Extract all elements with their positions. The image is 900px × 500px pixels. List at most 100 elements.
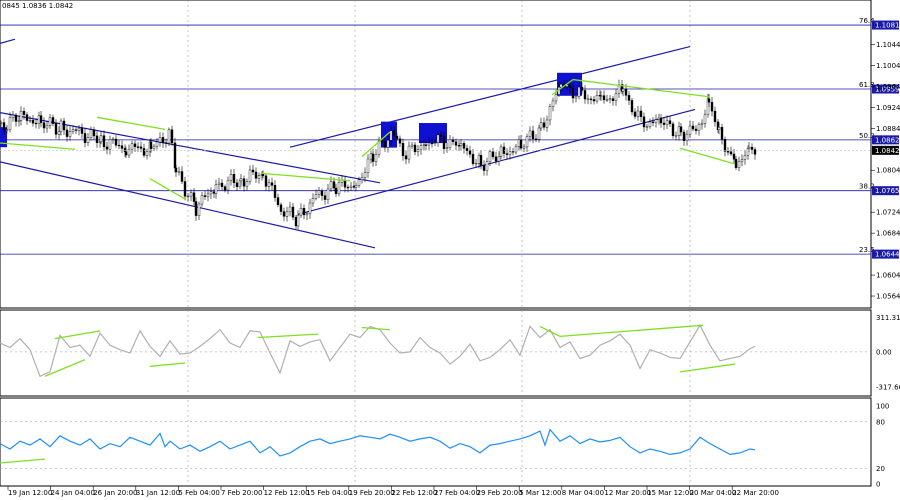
candle-body bbox=[62, 120, 66, 131]
candle-body bbox=[363, 172, 367, 178]
candle-body bbox=[430, 142, 434, 145]
candle-body bbox=[223, 186, 227, 191]
candle-body bbox=[22, 110, 26, 115]
candle-body bbox=[457, 145, 461, 147]
candle-body bbox=[270, 182, 274, 186]
divergence-line bbox=[44, 359, 86, 377]
supply-zone bbox=[557, 72, 582, 96]
candle-body bbox=[554, 94, 558, 102]
candle-body bbox=[68, 131, 72, 137]
candle-body bbox=[305, 213, 309, 216]
candle-body bbox=[645, 126, 649, 128]
candle-body bbox=[161, 137, 165, 143]
candle-body bbox=[445, 147, 449, 149]
fib-price-label: 1.1081 bbox=[875, 22, 900, 30]
candle-body bbox=[713, 110, 717, 123]
fib-price-label: 1.0862 bbox=[875, 136, 900, 144]
candle-body bbox=[357, 179, 361, 186]
candle-body bbox=[565, 84, 569, 87]
candle-body bbox=[326, 188, 330, 200]
candle-body bbox=[279, 204, 283, 212]
candle-body bbox=[189, 192, 193, 197]
fib-levels: 76.41.1081 61.81.0959 50.01.0862 38.21.0765… bbox=[0, 17, 900, 259]
time-tick-label: 29 Feb 20:00 bbox=[477, 489, 523, 497]
candle-body bbox=[337, 182, 341, 194]
candle-body bbox=[642, 116, 646, 128]
candle-body bbox=[34, 122, 38, 125]
candle-body bbox=[42, 122, 46, 129]
candle-body bbox=[605, 99, 609, 101]
candle-body bbox=[203, 195, 207, 197]
candle-body bbox=[120, 145, 124, 149]
candle-body bbox=[514, 146, 518, 153]
candle-body bbox=[311, 198, 315, 204]
candle-body bbox=[245, 181, 249, 187]
candle-body bbox=[232, 174, 236, 184]
candle-body bbox=[136, 146, 140, 148]
candle-body bbox=[654, 119, 658, 123]
candle-body bbox=[251, 169, 255, 173]
channel-line bbox=[0, 161, 376, 249]
time-tick-label: 20 Mar 04:00 bbox=[690, 489, 737, 497]
candle-body bbox=[517, 139, 521, 147]
price-tick-label: 1.0884 bbox=[876, 125, 900, 133]
candle-body bbox=[433, 142, 437, 145]
candle-body bbox=[477, 155, 481, 164]
candle-body bbox=[595, 95, 599, 102]
fib-level-name: 76.4 bbox=[859, 17, 875, 25]
candle-body bbox=[366, 158, 370, 173]
candle-body bbox=[349, 185, 353, 188]
candle-body bbox=[639, 110, 643, 118]
candle-body bbox=[694, 128, 698, 131]
candle-body bbox=[296, 214, 300, 227]
candle-body bbox=[534, 138, 538, 140]
candle-body bbox=[688, 125, 692, 135]
candle-body bbox=[627, 95, 631, 101]
candle-body bbox=[677, 126, 681, 136]
candle-body bbox=[734, 158, 738, 168]
candle-body bbox=[710, 102, 714, 112]
divergence-line bbox=[539, 325, 561, 337]
candle-body bbox=[497, 156, 501, 162]
price-tick-label: 1.0604 bbox=[876, 272, 900, 280]
candle-body bbox=[586, 98, 590, 100]
candle-body bbox=[374, 154, 378, 162]
candle-body bbox=[624, 88, 628, 96]
candle-body bbox=[371, 153, 375, 162]
candle-body bbox=[173, 142, 177, 169]
candle-body bbox=[574, 96, 578, 99]
candle-body bbox=[427, 142, 431, 146]
divergence-line bbox=[572, 78, 711, 98]
candle-body bbox=[580, 86, 584, 91]
candle-body bbox=[474, 163, 478, 165]
candle-body bbox=[86, 137, 90, 143]
time-tick-label: 26 Jan 20:00 bbox=[93, 489, 137, 497]
time-tick-label: 7 Feb 20:00 bbox=[221, 489, 262, 497]
candle-body bbox=[170, 129, 174, 144]
candle-body bbox=[494, 156, 498, 162]
candle-body bbox=[559, 83, 563, 88]
candle-body bbox=[197, 203, 201, 216]
candle-body bbox=[545, 119, 549, 128]
candle-body bbox=[491, 151, 495, 158]
candle-body bbox=[174, 167, 178, 173]
time-tick-label: 5 Feb 04:00 bbox=[178, 489, 219, 497]
time-tick-label: 27 Feb 04:00 bbox=[434, 489, 480, 497]
candle-body bbox=[360, 177, 364, 180]
oscillator-tick-label: 100 bbox=[876, 403, 889, 411]
candle-body bbox=[329, 181, 333, 190]
candle-body bbox=[648, 121, 652, 127]
candle-body bbox=[383, 141, 387, 148]
candle-body bbox=[59, 120, 63, 132]
divergence-line bbox=[361, 326, 391, 331]
candle-body bbox=[386, 140, 390, 148]
cci-pane-frame bbox=[0, 309, 872, 397]
candle-body bbox=[2, 122, 6, 131]
candle-body bbox=[220, 182, 224, 187]
candle-body bbox=[668, 120, 672, 125]
candle-body bbox=[65, 129, 69, 137]
candle-body bbox=[454, 141, 458, 146]
candle-body bbox=[127, 148, 131, 156]
candle-body bbox=[551, 100, 555, 107]
